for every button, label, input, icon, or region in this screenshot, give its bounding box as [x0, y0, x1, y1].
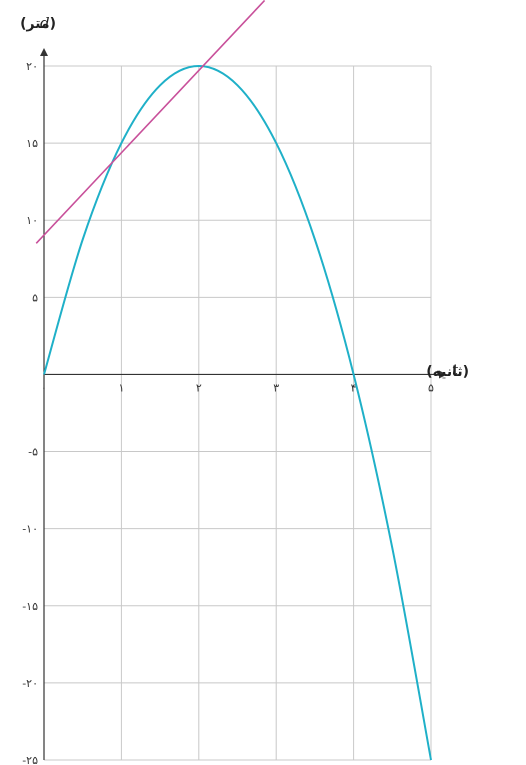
- y-tick-label-7: -۲۰: [22, 677, 38, 690]
- y-axis-arrow-icon: [40, 48, 48, 56]
- y-tick-label-1: ۱۵: [26, 137, 38, 150]
- grid: [44, 65, 432, 761]
- y-tick-label-2: ۱۰: [26, 214, 38, 227]
- y-tick-label-3: ۵: [32, 291, 38, 304]
- y-tick-label-4: -۵: [28, 446, 38, 459]
- axes: [40, 48, 447, 760]
- distance-curve: [43, 64, 432, 761]
- y-axis-variable: d: [40, 14, 50, 32]
- x-tick-label-0: ۰: [41, 381, 47, 394]
- x-tick-labels: ۰ ۱ ۲ ۳ ۴ ۵: [41, 381, 434, 394]
- x-tick-label-2: ۲: [196, 381, 202, 394]
- x-tick-label-1: ۱: [118, 381, 124, 394]
- x-tick-label-3: ۳: [273, 381, 279, 394]
- series-layer: [35, 0, 432, 761]
- x-axis-variable: t: [452, 361, 459, 379]
- y-axis-unit: (متر): [20, 16, 56, 32]
- x-tick-label-5: ۵: [428, 381, 434, 394]
- y-tick-label-6: -۱۵: [22, 600, 38, 613]
- x-axis-arrow-icon: [439, 370, 447, 379]
- y-tick-label-8: -۲۵: [22, 754, 38, 765]
- y-tick-label-0: ۲۰: [26, 60, 38, 73]
- y-tick-labels: ۲۰ ۱۵ ۱۰ ۵ -۵ -۱۰ -۱۵ -۲۰ -۲۵: [22, 60, 38, 765]
- x-tick-label-4: ۴: [351, 381, 357, 394]
- x-axis-unit: (ثانیه): [426, 364, 469, 380]
- tangent-line: [35, 0, 266, 244]
- y-tick-label-5: -۱۰: [22, 523, 38, 536]
